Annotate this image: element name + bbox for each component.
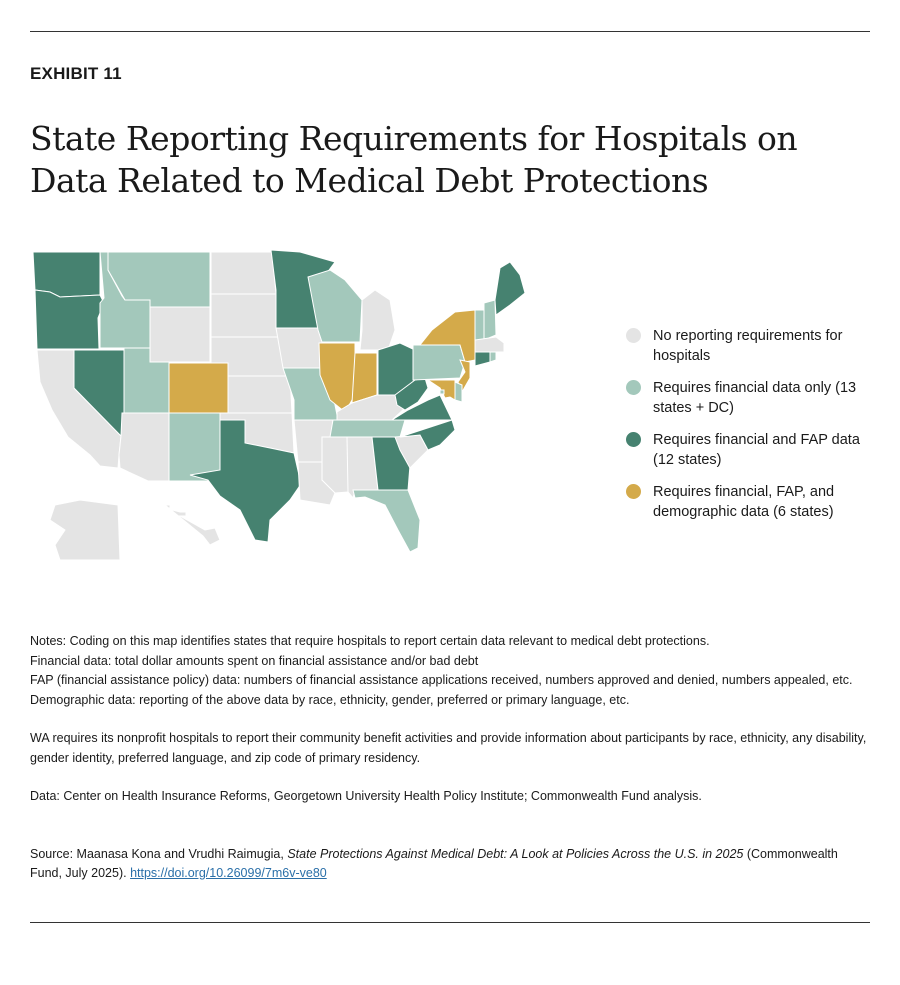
- state-ks: [227, 375, 293, 414]
- state-vt: [474, 309, 485, 341]
- legend-label: Requires financial data only (13 states …: [653, 380, 857, 416]
- legend-swatch: [626, 380, 641, 395]
- state-sd: [210, 293, 279, 338]
- state-wy: [149, 306, 211, 363]
- us-state-map: [32, 249, 526, 561]
- legend-item-none: No reporting requirements for hospitals: [626, 326, 876, 366]
- legend-swatch: [626, 432, 641, 447]
- state-or: [34, 289, 105, 350]
- notes-section: Notes: Coding on this map identifies sta…: [30, 632, 870, 884]
- state-de: [454, 381, 463, 403]
- state-va: [390, 394, 453, 421]
- state-tn: [329, 419, 406, 438]
- doi-link[interactable]: https://doi.org/10.26099/7m6v-ve80: [130, 866, 327, 880]
- exhibit-label: EXHIBIT 11: [30, 64, 122, 83]
- source-title: State Protections Against Medical Debt: …: [287, 846, 744, 861]
- state-pa: [412, 344, 466, 381]
- note-coding: Notes: Coding on this map identifies sta…: [30, 634, 710, 648]
- note-demographic: Demographic data: reporting of the above…: [30, 692, 630, 707]
- legend-item-fap: Requires financial and FAP data (12 stat…: [626, 430, 876, 470]
- state-wa: [32, 251, 101, 298]
- note-fap: FAP (financial assistance policy) data: …: [30, 673, 853, 687]
- state-nd: [210, 251, 277, 295]
- legend-label: Requires financial and FAP data (12 stat…: [653, 432, 860, 468]
- state-ms: [321, 436, 349, 494]
- legend-label: No reporting requirements for hospitals: [653, 328, 843, 364]
- legend-item-financial: Requires financial data only (13 states …: [626, 378, 876, 418]
- state-dc: [439, 389, 445, 395]
- legend-swatch: [626, 328, 641, 343]
- source-citation: Source: Maanasa Kona and Vrudhi Raimugia…: [30, 845, 870, 884]
- state-ri: [489, 351, 497, 363]
- state-mi: [359, 289, 396, 351]
- map-legend: No reporting requirements for hospitals …: [626, 326, 876, 534]
- data-note: Data: Center on Health Insurance Reforms…: [30, 789, 702, 803]
- state-tx: [189, 419, 302, 543]
- state-co: [168, 362, 229, 414]
- state-ct: [474, 351, 491, 367]
- state-az: [118, 412, 170, 482]
- legend-label: Requires financial, FAP, and demographic…: [653, 484, 835, 520]
- state-in: [351, 352, 378, 404]
- state-nh: [483, 299, 497, 341]
- legend-item-demographic: Requires financial, FAP, and demographic…: [626, 482, 876, 522]
- note-financial: Financial data: total dollar amounts spe…: [30, 653, 479, 668]
- top-rule: [30, 31, 870, 32]
- legend-swatch: [626, 484, 641, 499]
- source-publisher: (Commonwealth Fund, July 2025).: [30, 846, 838, 881]
- state-mt: [107, 251, 211, 308]
- state-fl: [352, 489, 421, 553]
- bottom-rule: [30, 922, 870, 923]
- note-wa: WA requires its nonprofit hospitals to r…: [30, 731, 867, 765]
- state-hi: [163, 504, 221, 546]
- state-ma: [474, 336, 505, 353]
- state-wi: [307, 269, 363, 343]
- state-me: [494, 261, 526, 316]
- source-authors: Source: Maanasa Kona and Vrudhi Raimugia…: [30, 846, 288, 861]
- state-ak: [49, 499, 121, 561]
- exhibit-title: State Reporting Requirements for Hospita…: [30, 119, 798, 200]
